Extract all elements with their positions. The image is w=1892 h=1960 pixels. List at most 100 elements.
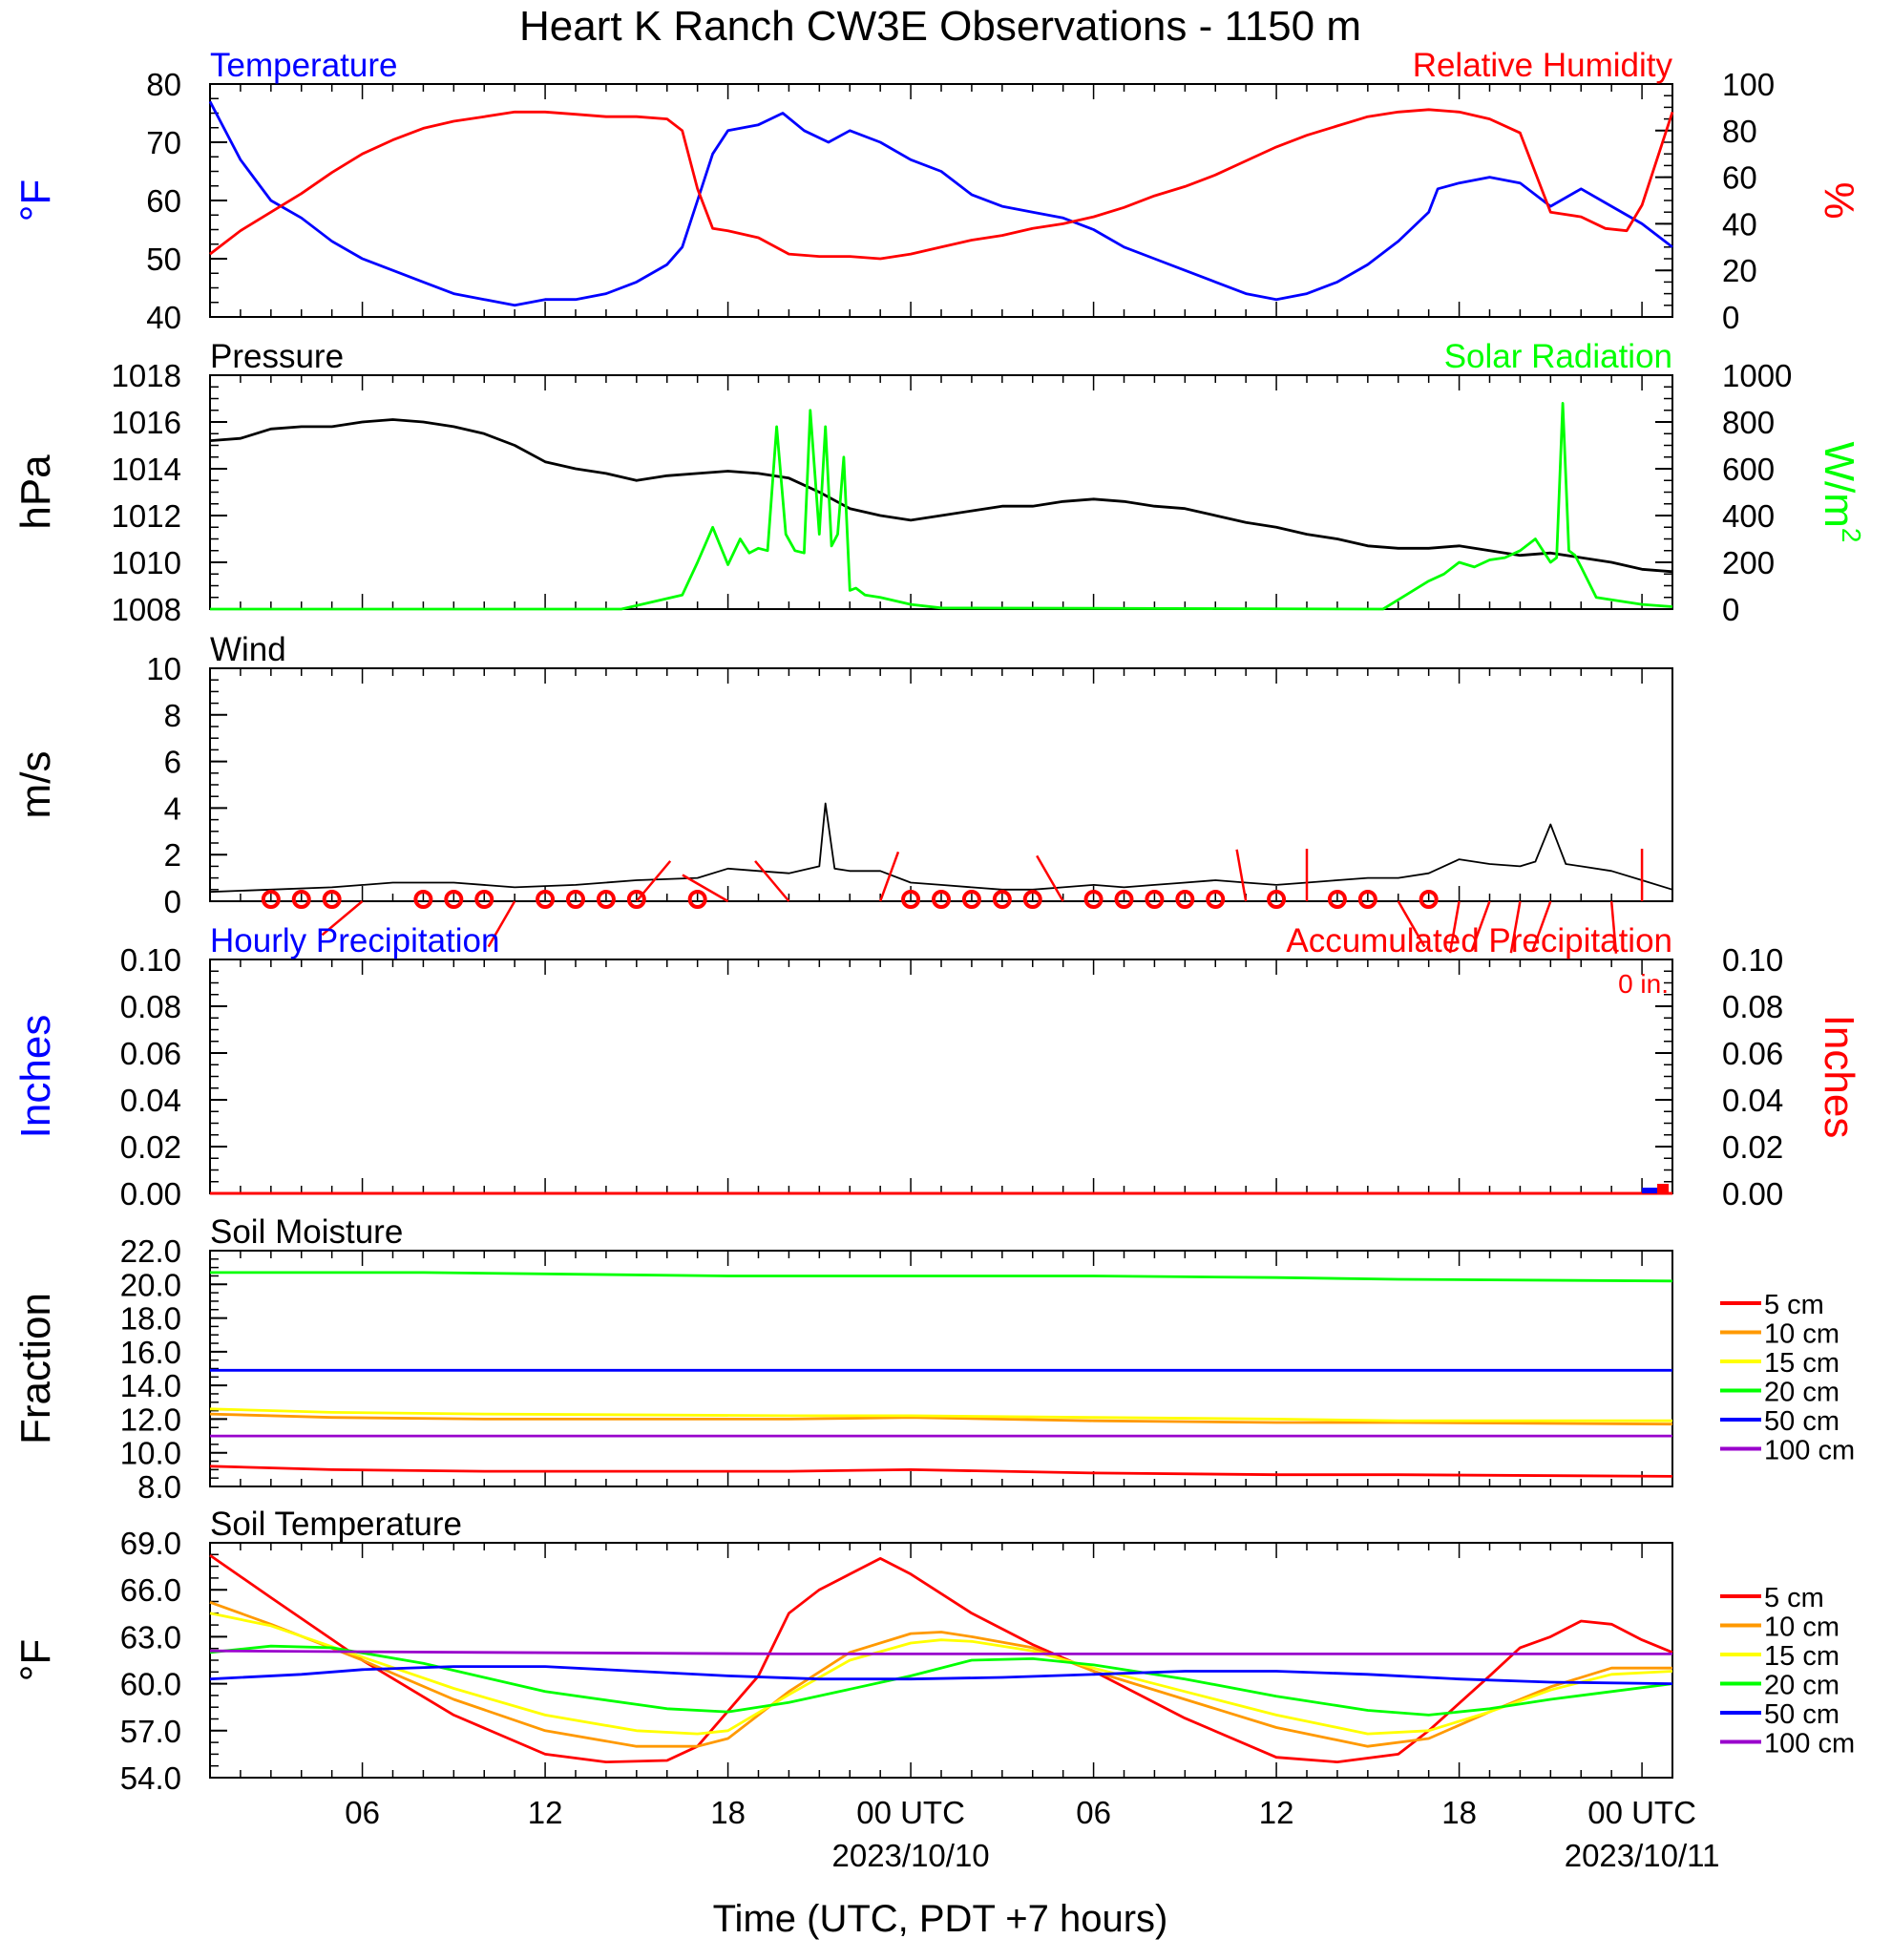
calm-wind-marker [413, 890, 433, 909]
calm-wind-marker [1175, 890, 1195, 909]
x-tick-label: 18 [710, 1795, 746, 1830]
precipitation-right-tick-label: 0.06 [1722, 1036, 1783, 1071]
soil-moisture-frame [209, 1250, 1673, 1487]
temperature-humidity-right-tick-label: 40 [1722, 206, 1757, 242]
temperature-humidity-right-tick-label: 60 [1722, 160, 1757, 196]
pressure-solar-frame [209, 374, 1673, 610]
soil-temperature-series-5-cm [209, 1553, 1673, 1763]
soil-temperature-left-tick-label: 57.0 [120, 1714, 181, 1749]
soil-moisture-left-tick-label: 20.0 [120, 1267, 181, 1302]
calm-wind-marker [1022, 890, 1042, 909]
x-tick-date: 2023/10/11 [1565, 1838, 1720, 1873]
pressure-solar-left-tick-label: 1016 [112, 405, 181, 440]
temperature-humidity-left-tick-label: 80 [146, 67, 181, 102]
calm-wind-marker [596, 890, 616, 909]
temperature-humidity-series-temperature [208, 100, 1673, 307]
pressure-solar-right-tick-label: 800 [1722, 405, 1775, 440]
x-tick-date: 2023/10/10 [831, 1838, 989, 1873]
accum-precip-bar [1657, 1184, 1670, 1193]
precipitation-left-tick-label: 0.02 [120, 1129, 181, 1165]
soil-moisture-legend-label: 5 cm [1764, 1290, 1824, 1320]
pressure-solar-right-unit-superscript: 2 [1837, 528, 1866, 543]
soil-moisture-legend-label: 10 cm [1764, 1319, 1839, 1350]
soil-temperature-left-tick-label: 60.0 [120, 1667, 181, 1702]
pressure-solar-left-tick-label: 1010 [112, 545, 181, 580]
soil-moisture-series-15-cm [209, 1407, 1672, 1423]
temperature-humidity-left-tick-label: 70 [146, 125, 181, 160]
x-tick-label: 06 [1076, 1795, 1111, 1830]
soil-temperature-left-tick-label: 63.0 [120, 1619, 181, 1654]
soil-temperature-legend-label: 5 cm [1764, 1583, 1824, 1613]
wind-barb [1470, 900, 1491, 952]
wind-panel: 0 2 4 6 8 10 Wind m/s [12, 631, 1673, 954]
x-axis-label: Time (UTC, PDT +7 hours) [713, 1898, 1168, 1940]
soil-moisture-legend-label: 15 cm [1764, 1348, 1839, 1379]
soil-moisture-panel: 8.010.012.014.016.018.020.022.0 Soil Mois… [12, 1213, 1855, 1505]
soil-temperature-left-tick-label: 66.0 [120, 1572, 181, 1608]
wind-left-tick-label: 10 [146, 651, 181, 686]
wind-left-label: Wind [210, 631, 286, 668]
temperature-humidity-frame [209, 83, 1673, 318]
wind-barb [1609, 900, 1618, 954]
precipitation-left-tick-label: 0.00 [120, 1176, 181, 1212]
soil-moisture-series-20-cm [210, 1271, 1673, 1283]
x-tick-label: 00 UTC [856, 1795, 965, 1830]
soil-temperature-series-10-cm [209, 1600, 1672, 1748]
wind-left-unit: m/s [12, 751, 59, 819]
soil-temperature-left-unit: °F [12, 1639, 59, 1681]
pressure-solar-left-tick-label: 1014 [112, 452, 181, 487]
temperature-humidity-left-tick-label: 50 [146, 242, 181, 277]
soil-temperature-frame [209, 1542, 1673, 1779]
precipitation-right-tick-label: 0.02 [1722, 1129, 1783, 1165]
wind-left-tick-label: 4 [164, 790, 181, 826]
soil-moisture-legend-label: 20 cm [1764, 1378, 1839, 1408]
calm-wind-marker [536, 890, 556, 909]
temperature-humidity-right-unit: % [1816, 181, 1862, 219]
temperature-humidity-series-relative-humidity [209, 108, 1674, 261]
temperature-humidity-left-tick-label: 60 [146, 183, 181, 219]
calm-wind-marker [1267, 890, 1287, 909]
precipitation-right-tick-label: 0.00 [1722, 1176, 1783, 1212]
soil-temperature-left-tick-label: 54.0 [120, 1760, 181, 1796]
precipitation-left-tick-label: 0.10 [120, 942, 181, 978]
calm-wind-marker [1206, 890, 1226, 909]
calm-wind-marker [687, 890, 707, 909]
wind-barb [1531, 900, 1552, 952]
wind-barb [1448, 900, 1461, 954]
calm-wind-marker [474, 890, 494, 909]
soil-moisture-left-tick-label: 8.0 [137, 1469, 181, 1505]
pressure-solar-right-label: Solar Radiation [1444, 338, 1672, 375]
wind-barb [1397, 900, 1426, 948]
soil-temperature-legend-label: 10 cm [1764, 1612, 1839, 1643]
pressure-solar-series-solar-radiation [210, 401, 1673, 611]
calm-wind-marker [566, 890, 585, 909]
calm-wind-marker [1357, 890, 1377, 909]
accumulated-total-label: 0 in. [1618, 969, 1669, 999]
pressure-solar-left-tick-label: 1018 [112, 358, 181, 393]
precipitation-right-tick-label: 0.04 [1722, 1083, 1783, 1118]
soil-temperature-left-label: Soil Temperature [210, 1506, 462, 1543]
wind-barb [682, 874, 729, 903]
wind-barb [487, 900, 516, 948]
soil-moisture-left-tick-label: 10.0 [120, 1436, 181, 1471]
pressure-solar-right-tick-label: 0 [1722, 592, 1739, 627]
wind-left-tick-label: 6 [164, 745, 181, 780]
precipitation-left-unit: Inches [12, 1015, 59, 1139]
pressure-solar-right-tick-label: 200 [1722, 545, 1775, 580]
precipitation-right-tick-label: 0.10 [1722, 942, 1783, 978]
soil-moisture-left-tick-label: 12.0 [120, 1402, 181, 1437]
temperature-humidity-left-label: Temperature [210, 47, 397, 84]
wind-barb [878, 851, 900, 902]
temperature-humidity-right-tick-label: 20 [1722, 253, 1757, 288]
soil-moisture-left-tick-label: 16.0 [120, 1335, 181, 1370]
precipitation-panel: 0.00 0.02 0.04 0.06 0.08 0.10 0.00 0.02 0.04 0.06… [12, 922, 1862, 1212]
soil-moisture-left-tick-label: 18.0 [120, 1301, 181, 1337]
x-tick-label: 12 [1259, 1795, 1294, 1830]
calm-wind-marker [1145, 890, 1165, 909]
wind-frame [209, 667, 1673, 902]
calm-wind-marker [291, 890, 311, 909]
pressure-solar-left-tick-label: 1008 [112, 592, 181, 627]
soil-temperature-panel: 54.0 57.0 60.0 63.0 66.0 69.0 Soil Temperature… [12, 1506, 1855, 1796]
wind-barb [635, 860, 672, 902]
